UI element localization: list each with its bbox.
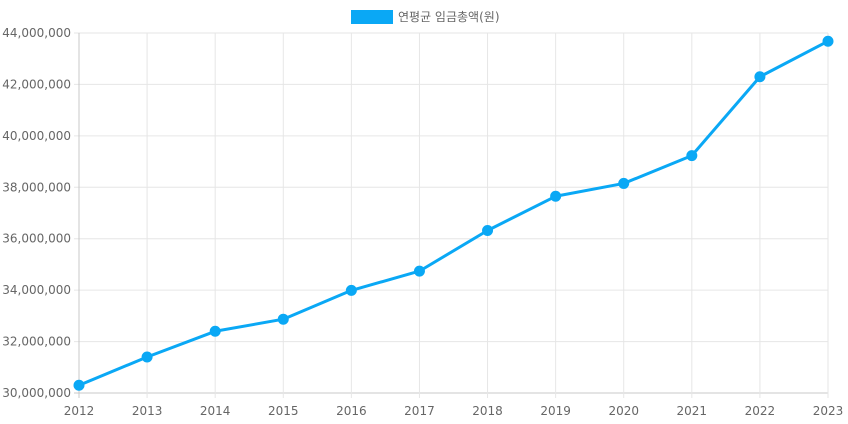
series-line (77, 39, 830, 387)
x-tick-label: 2020 (608, 404, 639, 418)
data-point (618, 177, 630, 189)
series-layer (73, 35, 834, 391)
data-point (754, 71, 766, 83)
y-tick-label: 30,000,000 (2, 386, 71, 400)
y-tick-label: 42,000,000 (2, 77, 71, 91)
x-tick-label: 2022 (745, 404, 776, 418)
y-tick-label: 32,000,000 (2, 335, 71, 349)
data-point (141, 351, 153, 363)
legend-label: 연평균 임금총액(원) (398, 10, 500, 24)
data-point (345, 284, 357, 296)
x-tick-label: 2013 (132, 404, 163, 418)
y-tick-label: 38,000,000 (2, 180, 71, 194)
data-point (73, 379, 85, 391)
x-tick-label: 2018 (472, 404, 503, 418)
data-point (550, 190, 562, 202)
x-tick-label: 2021 (677, 404, 708, 418)
axes: 30,000,000 32,000,000 34,000,000 36,000,000… (2, 26, 843, 418)
x-tick-label: 2012 (64, 404, 95, 418)
x-tick-label: 2017 (404, 404, 435, 418)
x-tick-label: 2019 (540, 404, 571, 418)
legend[interactable]: 연평균 임금총액(원) (351, 10, 500, 24)
legend-swatch (351, 10, 393, 24)
x-tick-label: 2015 (268, 404, 299, 418)
data-point (209, 325, 221, 337)
y-tick-label: 44,000,000 (2, 26, 71, 40)
x-tick-label: 2014 (200, 404, 231, 418)
data-point (482, 224, 494, 236)
y-tick-label: 36,000,000 (2, 232, 71, 246)
grid (74, 32, 829, 398)
x-tick-label: 2023 (813, 404, 844, 418)
y-tick-label: 34,000,000 (2, 283, 71, 297)
data-point (822, 35, 834, 47)
x-tick-label: 2016 (336, 404, 367, 418)
data-point (277, 313, 289, 325)
data-point (686, 150, 698, 162)
y-tick-label: 40,000,000 (2, 129, 71, 143)
data-point (413, 265, 425, 277)
